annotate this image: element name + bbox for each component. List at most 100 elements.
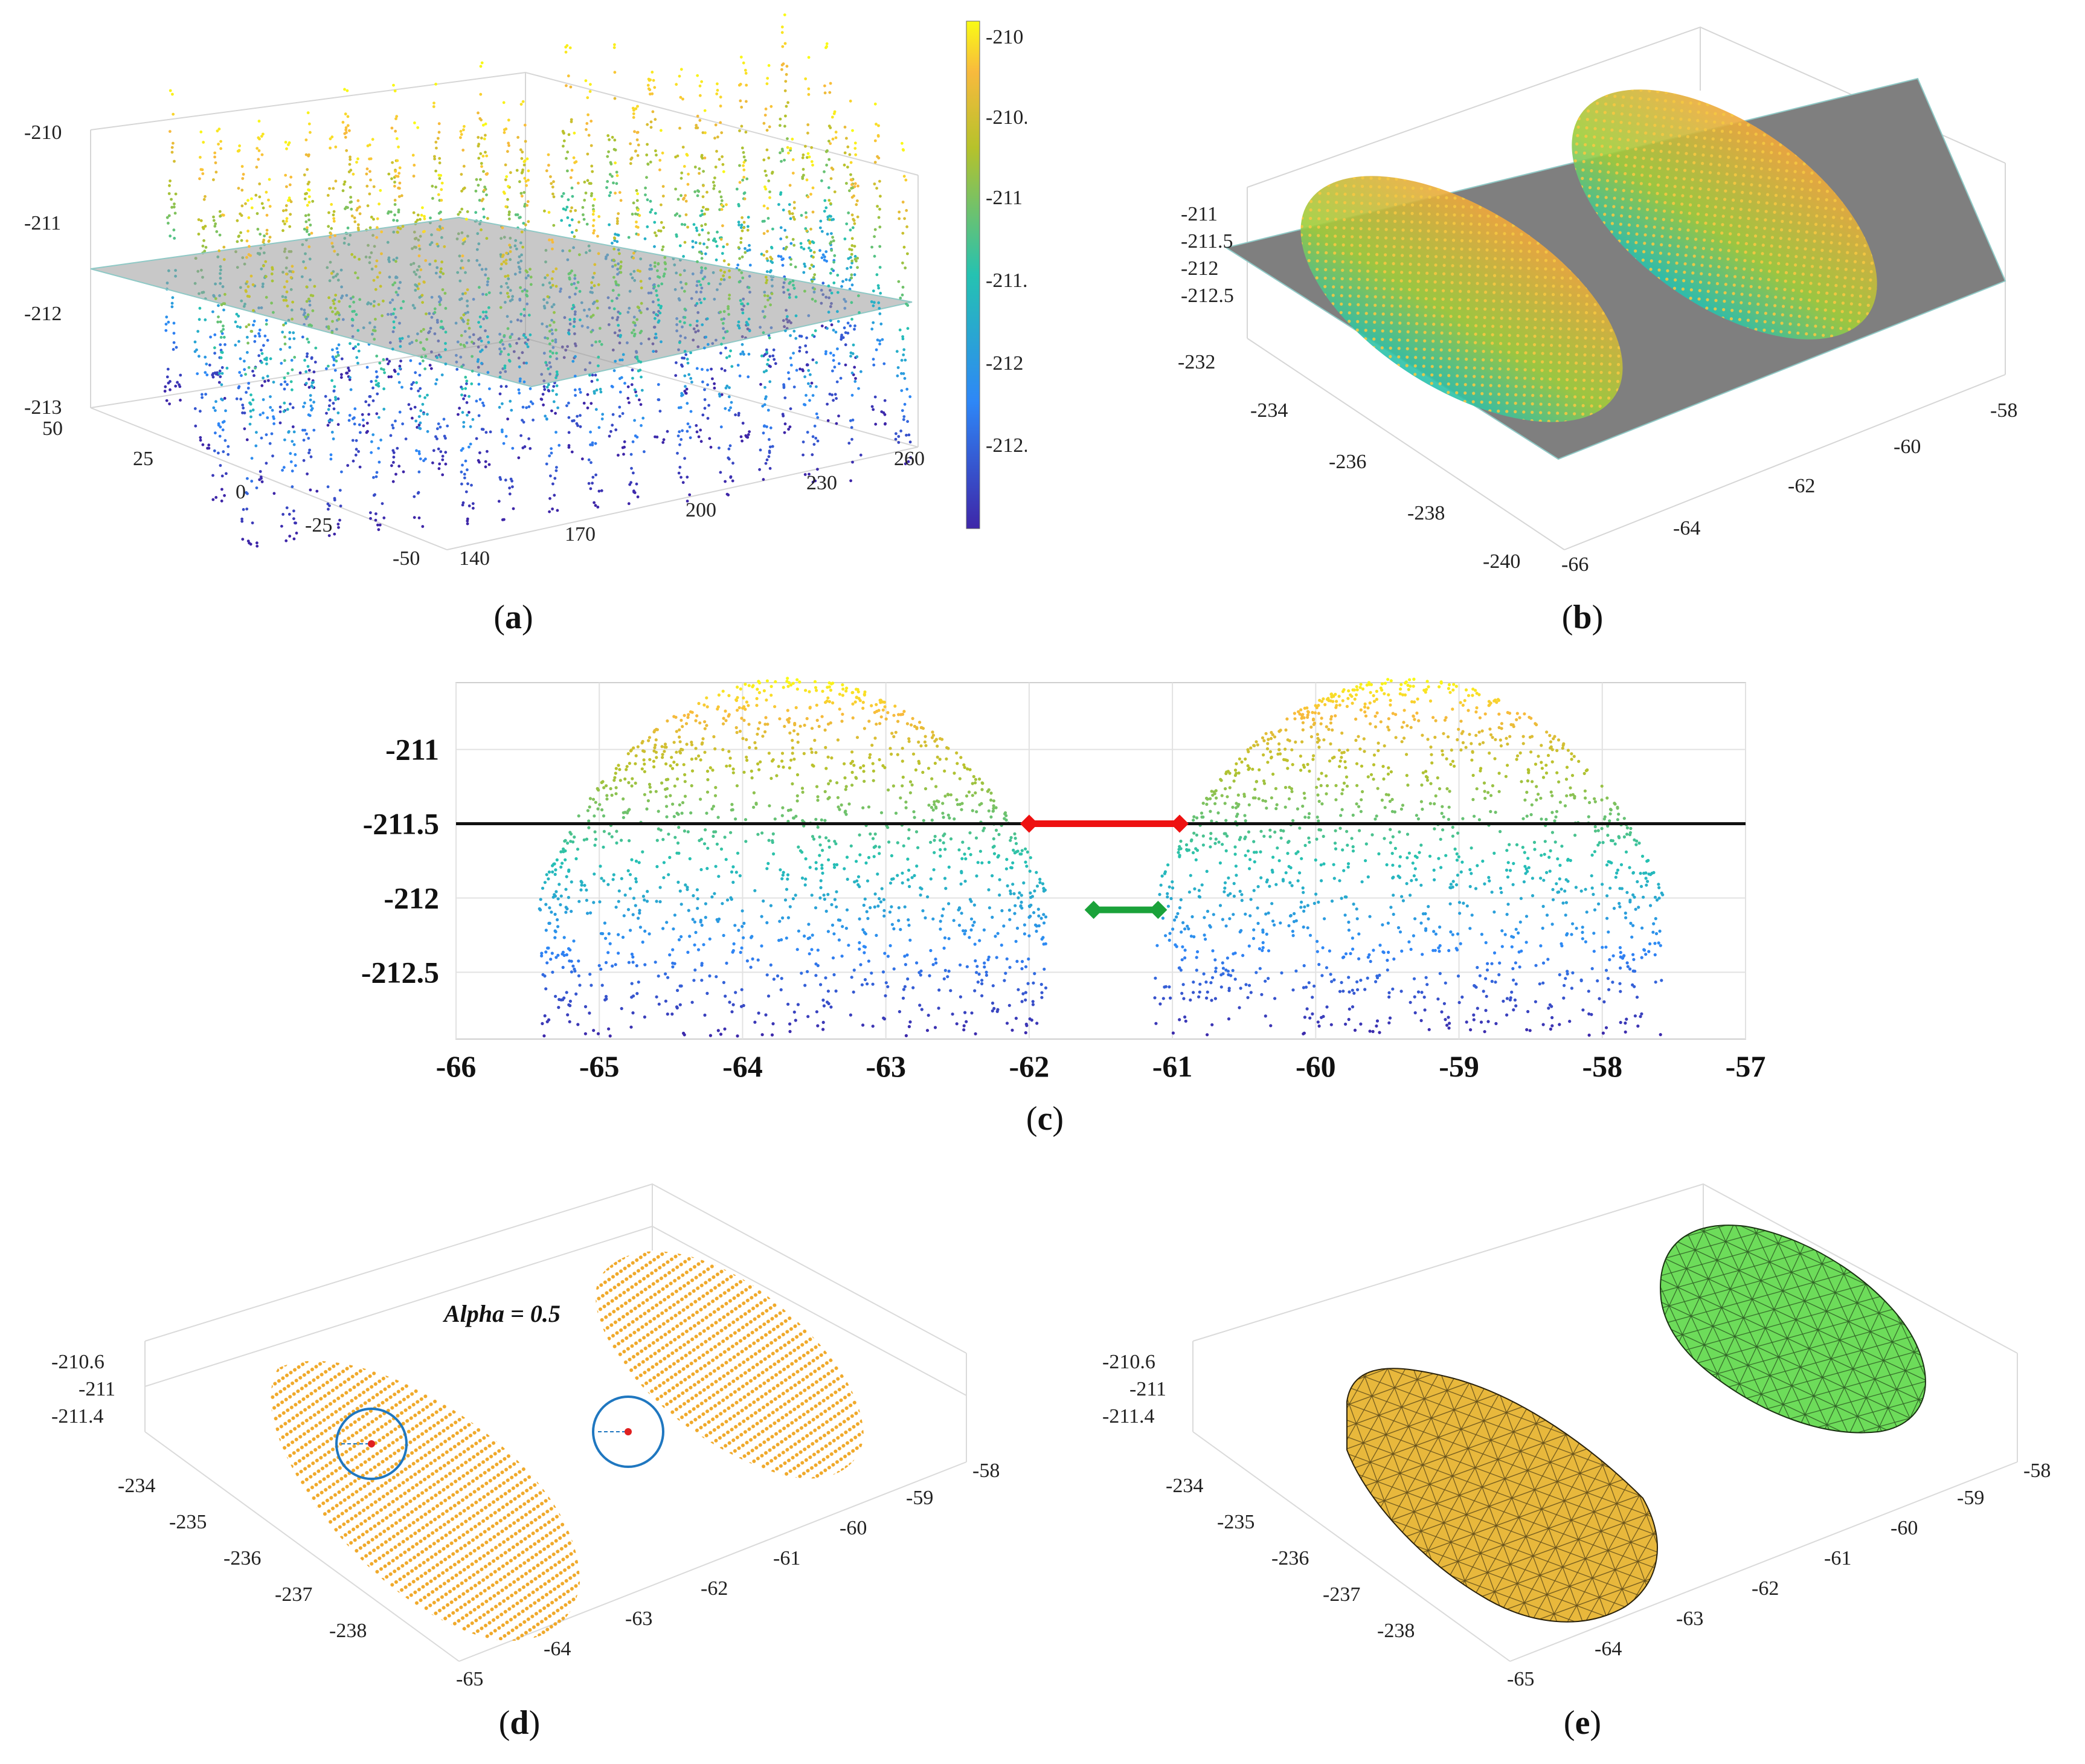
peak-point [849, 324, 852, 327]
scatter-point [991, 810, 995, 813]
peak-point [787, 428, 790, 431]
scatter-point [547, 877, 550, 881]
peak-point [802, 369, 805, 373]
peak-point [486, 371, 490, 374]
peak-point [857, 387, 860, 390]
peak-point [620, 358, 624, 362]
peak-point [772, 348, 776, 352]
peak-point [281, 469, 284, 472]
peak-point [590, 281, 593, 285]
peak-point [784, 114, 787, 118]
peak-point [289, 276, 293, 279]
peak-point [460, 173, 463, 176]
peak-point [525, 294, 529, 298]
peak-point [638, 269, 641, 273]
peak-point [655, 289, 658, 292]
peak-point [859, 370, 863, 373]
peak-point [703, 212, 706, 216]
scatter-point [773, 705, 777, 709]
peak-point [849, 419, 852, 422]
scatter-point [788, 905, 792, 909]
peak-point [462, 164, 466, 168]
peak-point [683, 374, 687, 378]
peak-point [251, 408, 255, 412]
peak-point [254, 335, 257, 338]
peak-point [168, 402, 171, 405]
peak-point [727, 408, 731, 412]
scatter-point [917, 759, 920, 763]
scatter-point [855, 687, 858, 691]
peak-point [613, 43, 616, 47]
peak-point [271, 454, 274, 458]
scatter-point [733, 924, 737, 927]
scatter-point [736, 696, 739, 700]
scatter-point [934, 961, 938, 965]
scatter-point [1015, 959, 1019, 963]
scatter-point [820, 863, 824, 867]
peak-point [695, 229, 699, 233]
peak-point [506, 292, 509, 295]
scatter-point [678, 1003, 682, 1006]
scatter-point [610, 835, 614, 839]
scatter-point [628, 887, 632, 890]
peak-point [508, 217, 511, 220]
peak-point [258, 182, 262, 185]
scatter-point [1027, 957, 1030, 961]
peak-point [440, 373, 444, 376]
scatter-point [810, 727, 814, 730]
peak-point [292, 537, 296, 541]
peak-point [678, 341, 681, 344]
scatter-point [700, 979, 704, 982]
peak-point [779, 151, 782, 155]
scatter-point [862, 764, 866, 768]
peak-point [245, 438, 249, 442]
peak-point [194, 424, 198, 428]
peak-point [548, 329, 551, 333]
peak-point [213, 352, 216, 355]
peak-point [478, 398, 482, 401]
peak-point [664, 268, 667, 271]
scatter-point [611, 878, 615, 881]
peak-point [703, 398, 707, 401]
peak-point [586, 406, 590, 410]
peak-point [218, 233, 222, 237]
peak-point [850, 237, 854, 240]
scatter-point [736, 1034, 739, 1038]
peak-point [236, 240, 239, 243]
scatter-point [963, 929, 968, 933]
peak-point [820, 230, 824, 233]
peak-point [462, 397, 465, 401]
peak-point [336, 397, 340, 401]
scatter-point [882, 914, 886, 918]
scatter-point [678, 803, 681, 806]
peak-point [827, 140, 830, 143]
scatter-point [610, 793, 614, 797]
peak-point [253, 340, 257, 343]
scatter-point [665, 921, 669, 924]
scatter-point [717, 917, 721, 921]
peak-point [287, 199, 290, 202]
peak-point [283, 335, 286, 339]
peak-point [807, 56, 811, 59]
peak-point [332, 187, 335, 190]
scatter-point [722, 716, 725, 720]
peak-point [771, 445, 774, 448]
peak-point [440, 188, 443, 192]
peak-point [761, 220, 765, 223]
scatter-point [690, 1000, 694, 1004]
peak-point [846, 166, 849, 169]
scatter-point [556, 897, 560, 901]
peak-point [327, 364, 330, 368]
peak-point [830, 115, 834, 119]
scatter-point [992, 845, 996, 848]
scatter-point [931, 808, 935, 812]
peak-point [826, 402, 829, 406]
peak-point [421, 301, 424, 304]
peak-point [213, 155, 216, 159]
peak-point [212, 219, 216, 222]
peak-point [420, 355, 423, 359]
peak-point [282, 323, 285, 327]
scatter-point [913, 816, 916, 819]
peak-point [814, 479, 817, 483]
peak-point [789, 242, 793, 245]
